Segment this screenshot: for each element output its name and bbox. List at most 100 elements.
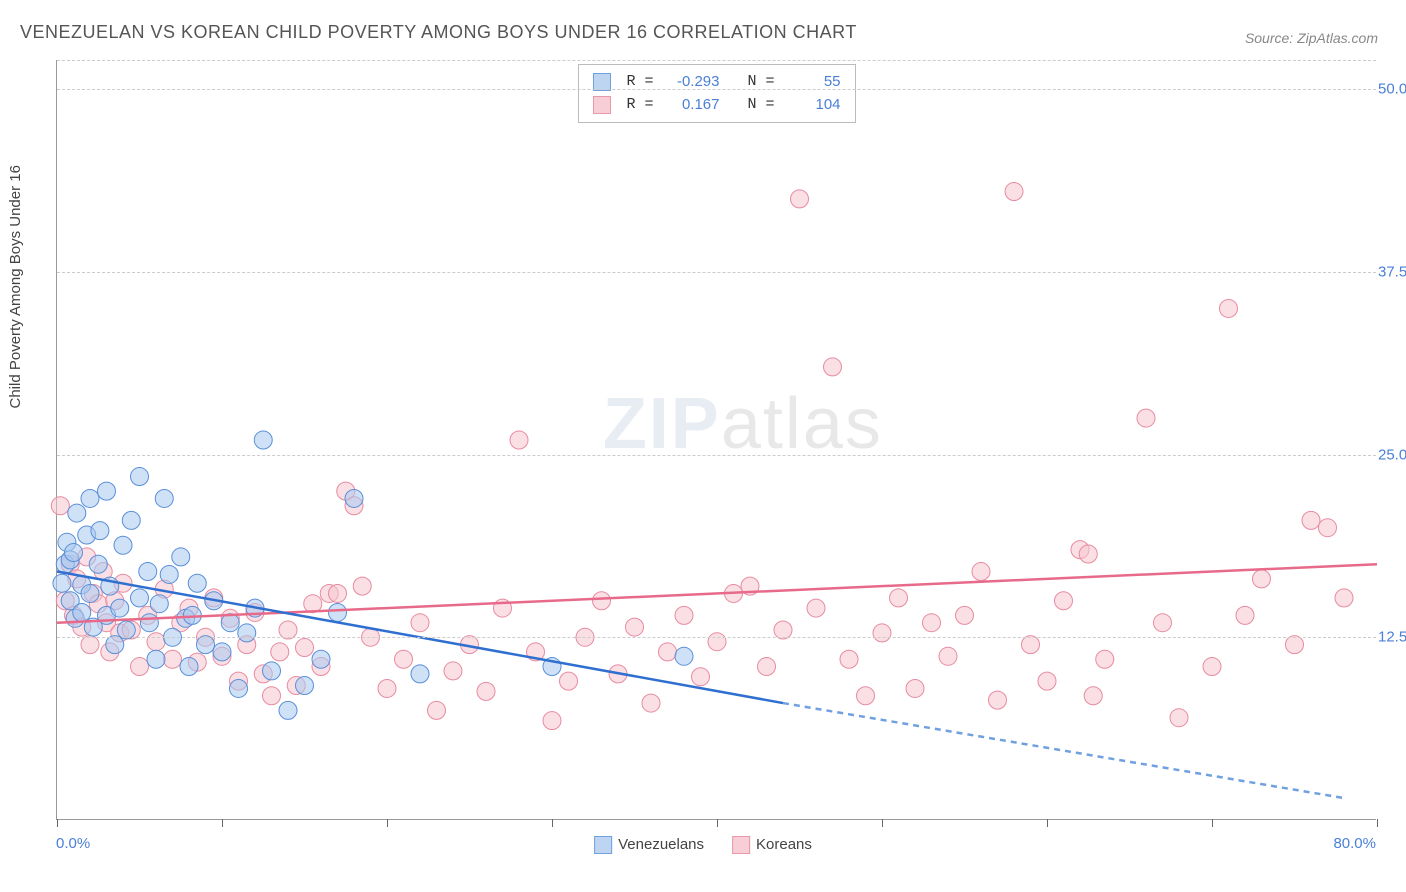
data-point [172, 548, 190, 566]
data-point [296, 639, 314, 657]
data-point [329, 584, 347, 602]
series-legend: Venezuelans Koreans [594, 836, 812, 854]
data-point [147, 650, 165, 668]
data-point [279, 701, 297, 719]
data-point [1079, 545, 1097, 563]
data-point [1170, 709, 1188, 727]
data-point [131, 589, 149, 607]
data-point [271, 643, 289, 661]
data-point [411, 665, 429, 683]
x-axis-max-label: 80.0% [1333, 835, 1376, 852]
data-point [111, 599, 129, 617]
legend-item-koreans: Koreans [732, 836, 812, 854]
data-point [543, 712, 561, 730]
gridline [57, 272, 1376, 273]
y-axis-label: Child Poverty Among Boys Under 16 [7, 165, 24, 408]
data-point [1203, 658, 1221, 676]
data-point [1319, 519, 1337, 537]
data-point [1055, 592, 1073, 610]
data-point [68, 504, 86, 522]
x-tick [717, 819, 718, 827]
data-point [65, 544, 83, 562]
x-tick [57, 819, 58, 827]
swatch-icon [732, 836, 750, 854]
data-point [98, 482, 116, 500]
data-point [140, 614, 158, 632]
data-point [1137, 409, 1155, 427]
x-tick [1377, 819, 1378, 827]
data-point [329, 603, 347, 621]
legend-row-koreans: R =0.167 N =104 [592, 94, 840, 117]
data-point [263, 687, 281, 705]
data-point [956, 606, 974, 624]
data-point [312, 650, 330, 668]
data-point [708, 633, 726, 651]
data-point [659, 643, 677, 661]
data-point [840, 650, 858, 668]
source-attribution: Source: ZipAtlas.com [1245, 30, 1378, 46]
data-point [279, 621, 297, 639]
x-tick [222, 819, 223, 827]
data-point [180, 658, 198, 676]
legend-item-venezuelans: Venezuelans [594, 836, 704, 854]
data-point [642, 694, 660, 712]
data-point [188, 574, 206, 592]
data-point [147, 633, 165, 651]
data-point [906, 679, 924, 697]
y-tick-label: 50.0% [1370, 81, 1406, 98]
data-point [53, 574, 71, 592]
data-point [150, 595, 168, 613]
trend-line [783, 703, 1344, 798]
data-point [139, 563, 157, 581]
data-point [1236, 606, 1254, 624]
data-point [477, 682, 495, 700]
data-point [254, 431, 272, 449]
data-point [160, 565, 178, 583]
y-tick-label: 12.5% [1370, 629, 1406, 646]
data-point [91, 522, 109, 540]
data-point [81, 489, 99, 507]
trend-line [57, 564, 1377, 622]
gridline [57, 637, 1376, 638]
swatch-koreans [592, 96, 610, 114]
data-point [873, 624, 891, 642]
data-point [164, 650, 182, 668]
data-point [1154, 614, 1172, 632]
correlation-legend: R =-0.293 N =55 R =0.167 N =104 [577, 64, 855, 123]
data-point [1022, 636, 1040, 654]
data-point [1286, 636, 1304, 654]
chart-plot-area: ZIPatlas R =-0.293 N =55 R =0.167 N =104… [56, 60, 1376, 820]
data-point [73, 603, 91, 621]
data-point [238, 624, 256, 642]
data-point [692, 668, 710, 686]
data-point [1096, 650, 1114, 668]
data-point [411, 614, 429, 632]
data-point [122, 511, 140, 529]
data-point [791, 190, 809, 208]
x-tick [387, 819, 388, 827]
gridline [57, 89, 1376, 90]
x-tick [552, 819, 553, 827]
data-point [675, 606, 693, 624]
data-point [1335, 589, 1353, 607]
data-point [213, 643, 231, 661]
data-point [155, 489, 173, 507]
data-point [345, 489, 363, 507]
x-tick [1212, 819, 1213, 827]
data-point [117, 621, 135, 639]
data-point [1220, 299, 1238, 317]
data-point [444, 662, 462, 680]
data-point [675, 647, 693, 665]
data-point [197, 636, 215, 654]
swatch-icon [594, 836, 612, 854]
data-point [114, 536, 132, 554]
data-point [1084, 687, 1102, 705]
data-point [395, 650, 413, 668]
data-point [230, 679, 248, 697]
data-point [857, 687, 875, 705]
data-point [626, 618, 644, 636]
data-point [296, 677, 314, 695]
data-point [989, 691, 1007, 709]
data-point [972, 563, 990, 581]
data-point [428, 701, 446, 719]
